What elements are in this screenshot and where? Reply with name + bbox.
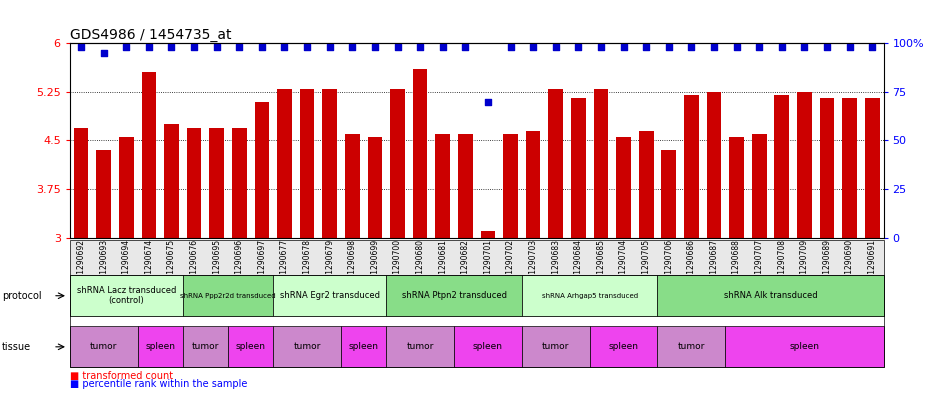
Point: [525, 44, 540, 50]
Bar: [481, 231, 496, 238]
Bar: [549, 89, 563, 238]
Bar: [503, 134, 518, 238]
Bar: [255, 102, 269, 238]
Point: [232, 44, 246, 50]
Bar: [232, 127, 246, 238]
Point: [255, 44, 270, 50]
Text: tumor: tumor: [542, 342, 569, 351]
Bar: [141, 72, 156, 238]
Text: GDS4986 / 1454735_at: GDS4986 / 1454735_at: [70, 28, 232, 42]
Bar: [164, 124, 179, 238]
Text: tumor: tumor: [192, 342, 219, 351]
Point: [345, 44, 360, 50]
Bar: [843, 98, 857, 238]
Text: spleen: spleen: [790, 342, 819, 351]
Point: [413, 44, 428, 50]
Point: [164, 44, 179, 50]
Text: spleen: spleen: [235, 342, 266, 351]
Point: [797, 44, 812, 50]
Text: spleen: spleen: [608, 342, 639, 351]
Point: [458, 44, 472, 50]
Point: [707, 44, 722, 50]
Bar: [413, 69, 428, 238]
Bar: [299, 89, 314, 238]
Text: shRNA Egr2 transduced: shRNA Egr2 transduced: [280, 291, 379, 300]
Bar: [435, 134, 450, 238]
Text: tumor: tumor: [678, 342, 705, 351]
Bar: [775, 95, 790, 238]
Point: [616, 44, 631, 50]
Point: [299, 44, 314, 50]
Bar: [751, 134, 766, 238]
Text: shRNA Lacz transduced
(control): shRNA Lacz transduced (control): [76, 286, 176, 305]
Point: [684, 44, 698, 50]
Text: tumor: tumor: [406, 342, 433, 351]
Bar: [367, 137, 382, 238]
Bar: [345, 134, 360, 238]
Point: [119, 44, 134, 50]
Point: [481, 99, 496, 105]
Bar: [865, 98, 880, 238]
Text: spleen: spleen: [349, 342, 379, 351]
Bar: [661, 150, 676, 238]
Bar: [97, 150, 111, 238]
Bar: [525, 131, 540, 238]
Bar: [571, 98, 586, 238]
Point: [549, 44, 564, 50]
Bar: [73, 127, 88, 238]
Bar: [391, 89, 405, 238]
Text: tumor: tumor: [90, 342, 117, 351]
Point: [729, 44, 744, 50]
Point: [571, 44, 586, 50]
Bar: [277, 89, 292, 238]
Point: [323, 44, 338, 50]
Point: [775, 44, 790, 50]
Point: [865, 44, 880, 50]
Point: [751, 44, 766, 50]
Point: [503, 44, 518, 50]
Bar: [729, 137, 744, 238]
Text: tumor: tumor: [293, 342, 321, 351]
Text: spleen: spleen: [473, 342, 503, 351]
Bar: [797, 92, 812, 238]
Point: [593, 44, 608, 50]
Point: [819, 44, 834, 50]
Point: [367, 44, 382, 50]
Text: tissue: tissue: [2, 342, 31, 352]
Point: [73, 44, 88, 50]
Point: [96, 50, 111, 56]
Bar: [707, 92, 722, 238]
Text: ■ percentile rank within the sample: ■ percentile rank within the sample: [70, 379, 247, 389]
Text: ■ transformed count: ■ transformed count: [70, 371, 173, 381]
Point: [639, 44, 654, 50]
Bar: [819, 98, 834, 238]
Point: [141, 44, 156, 50]
Bar: [209, 127, 224, 238]
Text: protocol: protocol: [2, 291, 42, 301]
Bar: [684, 95, 698, 238]
Bar: [593, 89, 608, 238]
Bar: [617, 137, 631, 238]
Point: [435, 44, 450, 50]
Bar: [639, 131, 654, 238]
Text: shRNA Ptpn2 transduced: shRNA Ptpn2 transduced: [402, 291, 507, 300]
Point: [277, 44, 292, 50]
Text: shRNA Arhgap5 transduced: shRNA Arhgap5 transduced: [541, 293, 638, 299]
Point: [661, 44, 676, 50]
Bar: [119, 137, 134, 238]
Bar: [187, 127, 202, 238]
Text: shRNA Ppp2r2d transduced: shRNA Ppp2r2d transduced: [180, 293, 276, 299]
Bar: [323, 89, 337, 238]
Point: [209, 44, 224, 50]
Text: shRNA Alk transduced: shRNA Alk transduced: [724, 291, 817, 300]
Point: [390, 44, 405, 50]
Bar: [458, 134, 472, 238]
Point: [843, 44, 857, 50]
Point: [187, 44, 202, 50]
Text: spleen: spleen: [145, 342, 175, 351]
